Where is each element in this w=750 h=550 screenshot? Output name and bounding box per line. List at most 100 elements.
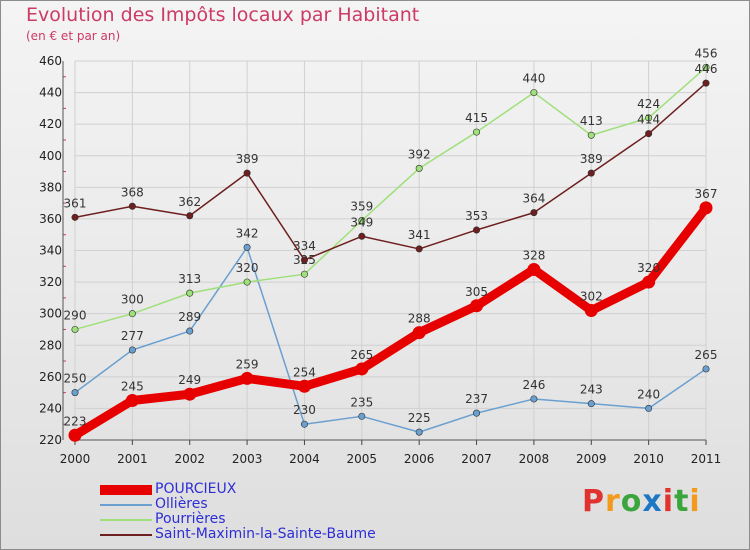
data-point-saint-maximin-la-sainte-baume [415, 245, 423, 253]
data-point-pourcieux [699, 201, 713, 215]
data-label-saint-maximin-la-sainte-baume: 364 [522, 192, 545, 206]
data-label-ollieres: 246 [522, 378, 545, 392]
logo-letter: P [582, 484, 605, 519]
logo-letter: i [689, 484, 701, 519]
data-point-pourrieres [128, 310, 136, 318]
data-label-ollieres: 265 [695, 348, 718, 362]
data-label-saint-maximin-la-sainte-baume: 341 [408, 228, 431, 242]
data-label-saint-maximin-la-sainte-baume: 362 [178, 195, 201, 209]
data-point-ollieres [473, 409, 481, 417]
data-label-ollieres: 289 [178, 310, 201, 324]
data-point-saint-maximin-la-sainte-baume [300, 256, 308, 264]
data-label-pourcieux: 328 [522, 248, 545, 262]
data-point-pourrieres [473, 128, 481, 136]
data-point-pourcieux [642, 275, 656, 289]
y-tick-label: 420 [39, 117, 62, 131]
data-label-pourcieux: 249 [178, 373, 201, 387]
data-point-saint-maximin-la-sainte-baume [128, 202, 136, 210]
data-label-saint-maximin-la-sainte-baume: 361 [64, 196, 87, 210]
data-point-saint-maximin-la-sainte-baume [645, 130, 653, 138]
data-point-saint-maximin-la-sainte-baume [530, 209, 538, 217]
data-label-pourrieres: 440 [522, 72, 545, 86]
data-point-saint-maximin-la-sainte-baume [243, 169, 251, 177]
data-point-ollieres [415, 428, 423, 436]
data-point-saint-maximin-la-sainte-baume [71, 213, 79, 221]
data-label-pourcieux: 259 [236, 357, 259, 371]
data-point-saint-maximin-la-sainte-baume [587, 169, 595, 177]
data-point-saint-maximin-la-sainte-baume [358, 232, 366, 240]
y-tick-label: 340 [39, 244, 62, 258]
chart-subtitle: (en € et par an) [26, 29, 121, 43]
data-point-pourcieux [297, 379, 311, 393]
data-label-pourcieux: 302 [580, 290, 603, 304]
data-point-saint-maximin-la-sainte-baume [702, 79, 710, 87]
legend-swatch [100, 512, 152, 527]
data-point-pourcieux [125, 394, 139, 408]
data-point-pourcieux [412, 326, 426, 340]
data-point-saint-maximin-la-sainte-baume [473, 226, 481, 234]
data-label-pourrieres: 359 [350, 199, 373, 213]
data-label-ollieres: 237 [465, 392, 488, 406]
y-tick-label: 300 [39, 307, 62, 321]
data-label-pourcieux: 254 [293, 365, 316, 379]
x-tick-label: 2003 [232, 452, 263, 466]
data-label-saint-maximin-la-sainte-baume: 368 [121, 185, 144, 199]
data-label-ollieres: 235 [350, 395, 373, 409]
y-tick-label: 320 [39, 275, 62, 289]
data-label-pourcieux: 245 [121, 380, 144, 394]
data-label-ollieres: 230 [293, 403, 316, 417]
data-label-pourrieres: 313 [178, 272, 201, 286]
data-point-ollieres [645, 404, 653, 412]
data-point-ollieres [300, 420, 308, 428]
legend-label: Pourrières [155, 511, 226, 527]
data-point-pourcieux [470, 299, 484, 313]
data-label-saint-maximin-la-sainte-baume: 353 [465, 209, 488, 223]
data-label-pourcieux: 265 [350, 348, 373, 362]
data-label-saint-maximin-la-sainte-baume: 349 [350, 215, 373, 229]
data-point-ollieres [128, 346, 136, 354]
data-label-saint-maximin-la-sainte-baume: 389 [580, 152, 603, 166]
data-point-pourrieres [415, 164, 423, 172]
y-tick-label: 220 [39, 433, 62, 447]
data-label-pourcieux: 320 [637, 261, 660, 275]
data-point-pourrieres [358, 216, 366, 224]
data-label-saint-maximin-la-sainte-baume: 389 [236, 152, 259, 166]
x-tick-label: 2011 [691, 452, 722, 466]
data-point-pourrieres [645, 114, 653, 122]
legend-swatch [100, 497, 152, 512]
x-tick-label: 2009 [576, 452, 607, 466]
y-tick-label: 440 [39, 86, 62, 100]
data-label-saint-maximin-la-sainte-baume: 414 [637, 113, 660, 127]
data-label-pourcieux: 288 [408, 312, 431, 326]
x-tick-label: 2005 [347, 452, 378, 466]
logo-letter: x [642, 484, 663, 519]
data-point-pourcieux [584, 304, 598, 318]
data-point-ollieres [186, 327, 194, 335]
data-point-pourrieres [702, 63, 710, 71]
data-point-pourcieux [355, 362, 369, 376]
data-point-ollieres [587, 400, 595, 408]
y-tick-label: 460 [39, 54, 62, 68]
data-label-ollieres: 243 [580, 383, 603, 397]
series-line-pourcieux [70, 203, 711, 440]
data-label-pourrieres: 415 [465, 111, 488, 125]
data-label-saint-maximin-la-sainte-baume: 446 [695, 62, 718, 76]
data-point-ollieres [243, 243, 251, 251]
logo-letter: t [674, 484, 690, 519]
logo-letter: o [620, 484, 643, 519]
logo-letter: i [662, 484, 675, 519]
legend-label: Ollières [155, 496, 208, 512]
x-tick-label: 2002 [174, 452, 205, 466]
data-point-pourrieres [186, 289, 194, 297]
y-tick-label: 260 [39, 370, 62, 384]
x-tick-label: 2004 [289, 452, 320, 466]
data-point-pourrieres [530, 89, 538, 97]
x-tick-label: 2007 [461, 452, 492, 466]
data-point-pourrieres [300, 270, 308, 278]
data-label-pourcieux: 223 [64, 414, 87, 428]
data-label-pourrieres: 290 [64, 308, 87, 322]
data-label-ollieres: 240 [637, 387, 660, 401]
y-tick-label: 360 [39, 212, 62, 226]
